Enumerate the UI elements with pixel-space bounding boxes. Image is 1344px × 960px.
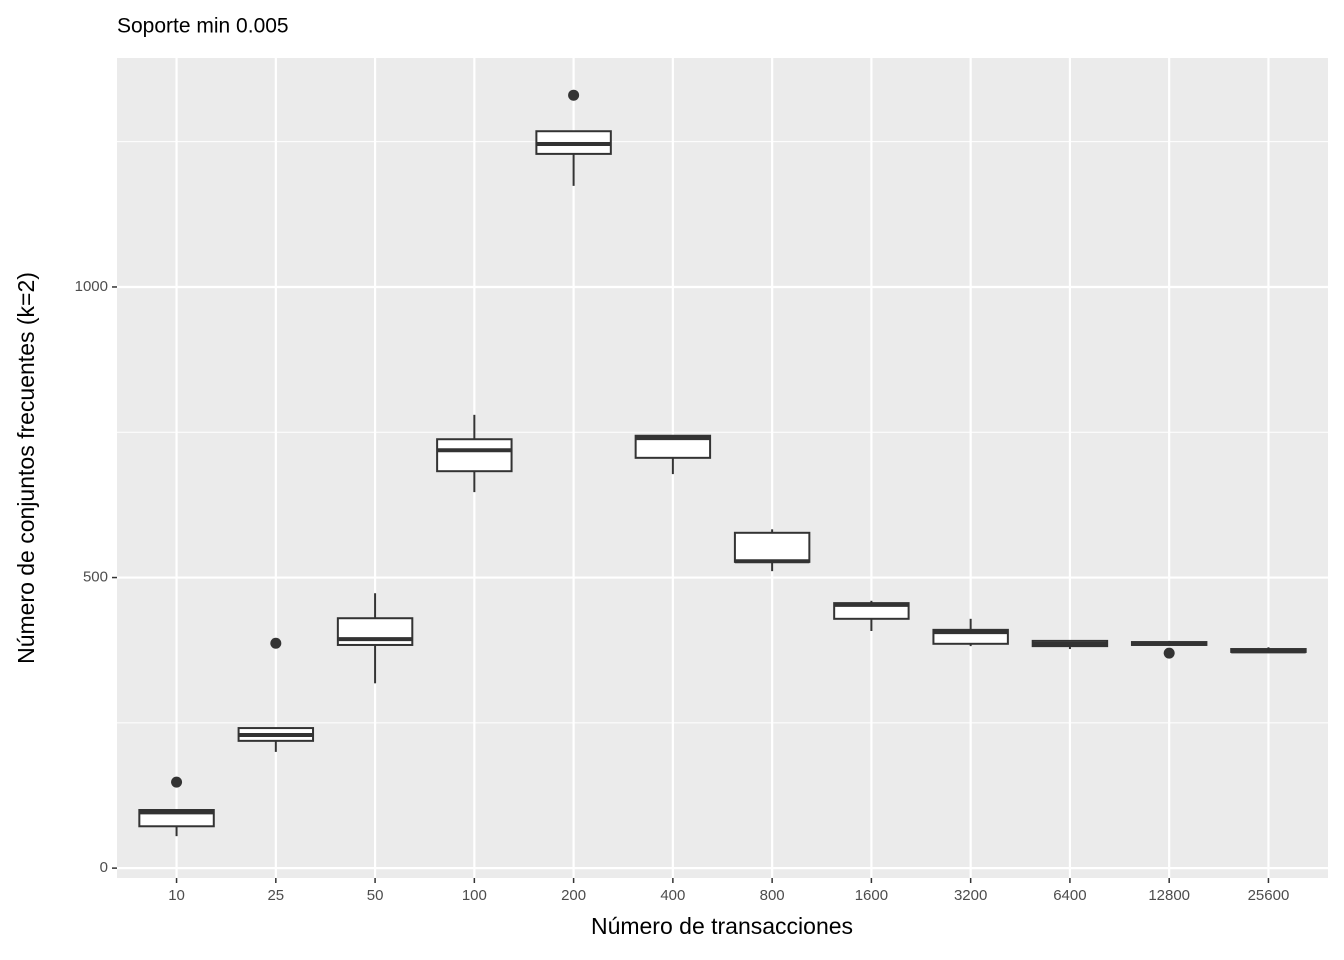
box bbox=[733, 531, 811, 563]
box bbox=[436, 438, 513, 473]
x-tick-label: 200 bbox=[561, 887, 586, 904]
x-tick-label: 50 bbox=[367, 887, 384, 904]
outlier bbox=[171, 776, 183, 788]
box bbox=[634, 434, 712, 459]
outlier bbox=[1163, 647, 1175, 659]
x-tick-label: 100 bbox=[462, 887, 487, 904]
outlier bbox=[568, 89, 580, 101]
y-axis-title: Número de conjuntos frecuentes (k=2) bbox=[13, 272, 39, 664]
y-tick-label: 500 bbox=[83, 569, 108, 586]
x-tick-label: 25 bbox=[267, 887, 284, 904]
x-tick-label: 25600 bbox=[1248, 887, 1290, 904]
chart-title: Soporte min 0.005 bbox=[117, 15, 289, 38]
x-tick-label: 400 bbox=[660, 887, 685, 904]
x-tick-label: 6400 bbox=[1053, 887, 1086, 904]
x-tick-label: 1600 bbox=[855, 887, 888, 904]
x-tick-label: 12800 bbox=[1148, 887, 1190, 904]
x-tick-label: 800 bbox=[760, 887, 785, 904]
panel bbox=[117, 58, 1328, 878]
y-tick-label: 0 bbox=[100, 859, 108, 876]
y-tick-label: 1000 bbox=[75, 278, 108, 295]
outlier bbox=[270, 637, 282, 649]
x-tick-label: 3200 bbox=[954, 887, 987, 904]
x-tick-label: 10 bbox=[168, 887, 185, 904]
x-axis-title: Número de transacciones bbox=[591, 913, 853, 939]
